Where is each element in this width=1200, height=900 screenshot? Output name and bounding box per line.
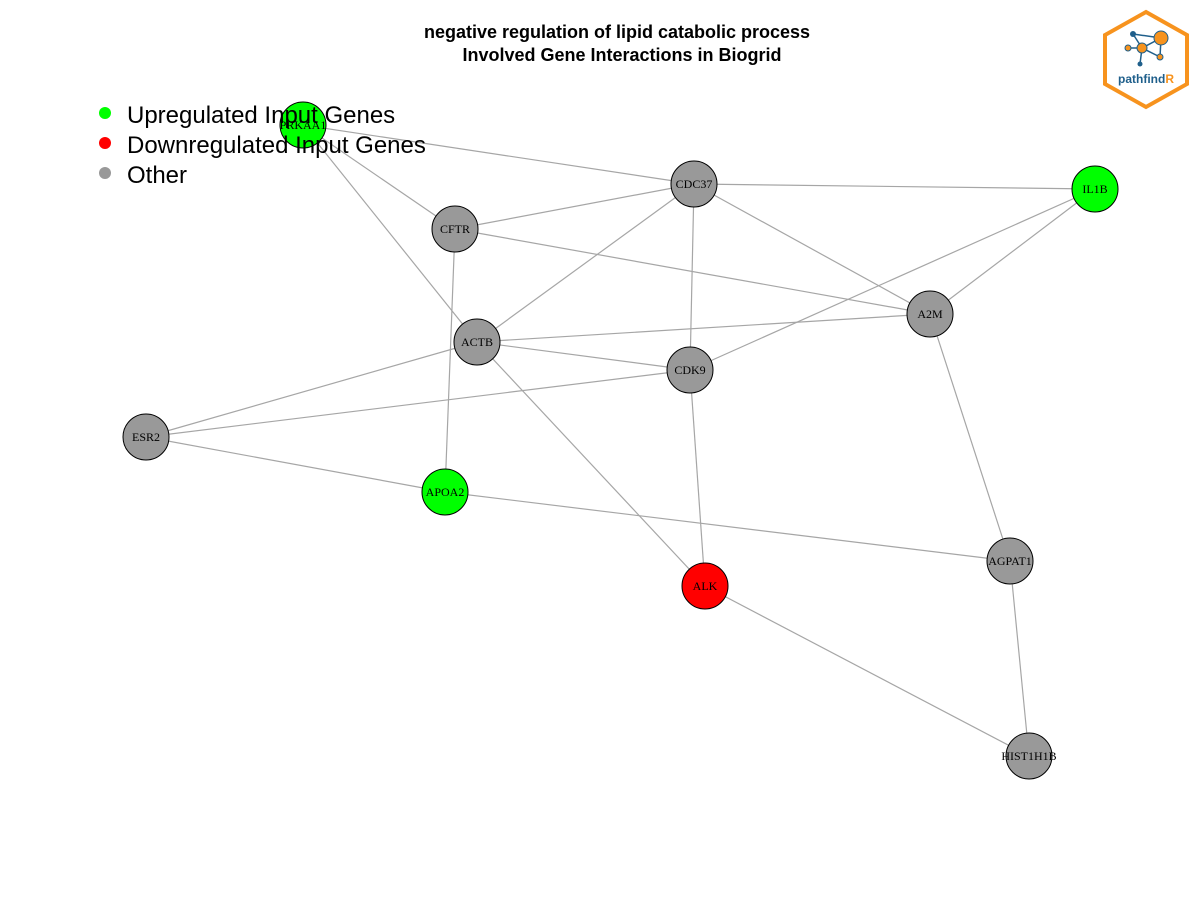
legend-dot-up <box>99 107 111 119</box>
gene-node-cftr: CFTR <box>431 205 479 253</box>
edge-cdk9-esr2 <box>145 369 691 438</box>
edge-cftr-a2m <box>454 228 931 315</box>
legend-item-down: Downregulated Input Genes <box>99 132 426 159</box>
edge-cdc37-cftr <box>454 183 695 230</box>
legend-dot-other <box>99 167 111 179</box>
gene-label-il1b: IL1B <box>1082 182 1107 196</box>
gene-circle-alk <box>681 562 729 610</box>
gene-label-agpat1: AGPAT1 <box>988 554 1032 568</box>
gene-label-alk: ALK <box>693 579 718 593</box>
gene-label-cdk9: CDK9 <box>674 363 705 377</box>
gene-label-esr2: ESR2 <box>132 430 160 444</box>
gene-circle-a2m <box>906 290 954 338</box>
gene-circle-cdk9 <box>666 346 714 394</box>
edge-cdc37-il1b <box>693 183 1096 190</box>
legend-label-down: Downregulated Input Genes <box>127 132 426 159</box>
interaction-edges <box>145 124 1096 757</box>
edge-prkaa1-cftr <box>302 124 456 230</box>
gene-circle-actb <box>453 318 501 366</box>
gene-label-a2m: A2M <box>917 307 943 321</box>
edge-il1b-cdk9 <box>689 188 1096 371</box>
edge-cdc37-cdk9 <box>689 183 695 371</box>
edge-actb-esr2 <box>145 341 478 438</box>
logo-text-main: pathfind <box>1118 72 1165 86</box>
edge-actb-a2m <box>476 313 931 343</box>
gene-circle-agpat1 <box>986 537 1034 585</box>
logo-text: pathfindR <box>1118 72 1174 86</box>
gene-node-cdc37: CDC37 <box>670 160 718 208</box>
edge-esr2-apoa2 <box>145 436 446 493</box>
legend-item-other: Other <box>99 162 187 189</box>
edge-a2m-agpat1 <box>929 313 1011 562</box>
legend-dot-down <box>99 137 111 149</box>
edge-apoa2-agpat1 <box>444 491 1011 562</box>
edge-cftr-apoa2 <box>444 228 456 493</box>
gene-nodes: PRKAA1 CDC37 IL1B CFTR A2M ACTB CDK9 ESR2 APOA2 A… <box>122 101 1119 780</box>
gene-node-prkaa1: PRKAA1 <box>279 101 327 149</box>
gene-circle-esr2 <box>122 413 170 461</box>
edge-alk-hist1h1b <box>704 585 1030 757</box>
gene-node-esr2: ESR2 <box>122 413 170 461</box>
logo-text-accent: R <box>1165 72 1174 86</box>
gene-circle-apoa2 <box>421 468 469 516</box>
gene-circle-il1b <box>1071 165 1119 213</box>
edge-prkaa1-actb <box>302 124 478 343</box>
network-hexagon-logo-icon: pathfindR <box>1103 9 1189 110</box>
legend-label-other: Other <box>127 162 187 189</box>
gene-label-cftr: CFTR <box>440 222 470 236</box>
gene-label-cdc37: CDC37 <box>676 177 713 191</box>
gene-label-prkaa1: PRKAA1 <box>280 118 327 132</box>
gene-node-cdk9: CDK9 <box>666 346 714 394</box>
legend-label-up: Upregulated Input Genes <box>127 102 395 129</box>
gene-circle-cdc37 <box>670 160 718 208</box>
legend-item-up: Upregulated Input Genes <box>99 102 395 129</box>
gene-node-il1b: IL1B <box>1071 165 1119 213</box>
gene-circle-prkaa1 <box>279 101 327 149</box>
edge-cdc37-a2m <box>693 183 931 315</box>
gene-node-a2m: A2M <box>906 290 954 338</box>
edge-agpat1-hist1h1b <box>1009 560 1030 757</box>
gene-node-alk: ALK <box>681 562 729 610</box>
gene-label-hist1h1b: HIST1H1B <box>1001 749 1056 763</box>
gene-node-agpat1: AGPAT1 <box>986 537 1034 585</box>
legend: Upregulated Input Genes Downregulated In… <box>99 102 426 189</box>
edge-actb-cdk9 <box>476 341 691 371</box>
logo-network-nodes <box>1124 30 1169 67</box>
gene-circle-cftr <box>431 205 479 253</box>
edge-cdc37-actb <box>476 183 695 343</box>
logo-hexagon <box>1103 9 1189 110</box>
title-line-2: Involved Gene Interactions in Biogrid <box>462 45 781 65</box>
edge-prkaa1-cdc37 <box>302 124 695 185</box>
edge-actb-alk <box>476 341 706 587</box>
gene-label-apoa2: APOA2 <box>426 485 465 499</box>
gene-label-actb: ACTB <box>461 335 493 349</box>
edge-il1b-a2m <box>929 188 1096 315</box>
gene-node-hist1h1b: HIST1H1B <box>1001 732 1057 780</box>
title-line-1: negative regulation of lipid catabolic p… <box>424 22 810 42</box>
gene-circle-hist1h1b <box>1005 732 1053 780</box>
gene-node-actb: ACTB <box>453 318 501 366</box>
edge-cdk9-alk <box>689 369 706 587</box>
gene-node-apoa2: APOA2 <box>421 468 469 516</box>
